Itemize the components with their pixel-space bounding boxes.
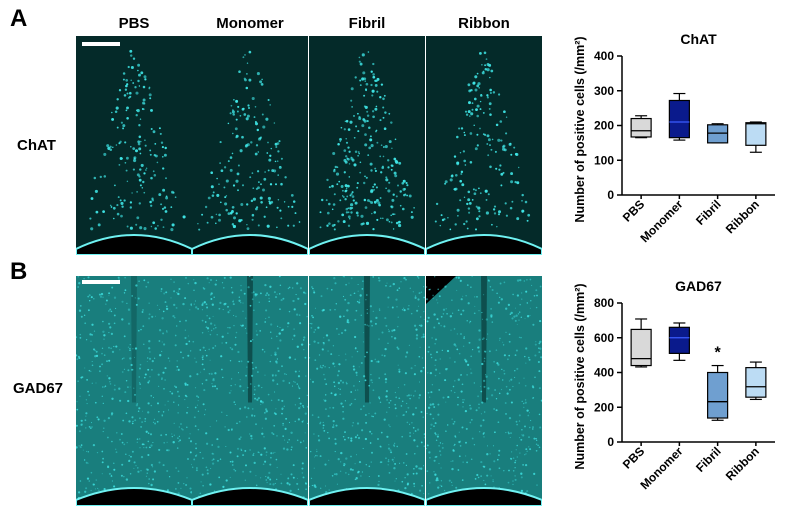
box-gad67-ribbon <box>745 361 767 401</box>
micrograph-chat-ribbon <box>426 36 542 255</box>
box-iqr <box>707 371 729 419</box>
box-chat-monomer <box>668 92 690 141</box>
micrograph-gad-pbs <box>76 276 192 506</box>
micrograph-gad-fibril <box>309 276 425 506</box>
x-tick-label: PBS <box>620 444 647 471</box>
y-tick-label: 800 <box>594 296 614 310</box>
gad67-boxplot: GAD67 Number of positive cells (/mm²) 0 200… <box>573 278 775 492</box>
box-gad67-monomer <box>668 322 690 361</box>
box-gad67-pbs <box>630 318 652 368</box>
column-header-fibril: Fibril <box>348 15 386 32</box>
box-iqr <box>745 122 767 146</box>
box-iqr <box>668 326 690 354</box>
box-iqr <box>630 117 652 138</box>
y-axis-label: Number of positive cells (/mm²) <box>573 283 587 469</box>
y-tick-label: 400 <box>594 366 614 380</box>
row-label-gad67: GAD67 <box>13 380 64 397</box>
chart-title: GAD67 <box>675 278 722 294</box>
y-tick-label: 200 <box>594 119 614 133</box>
y-tick-label: 300 <box>594 84 614 98</box>
panel-letter-b: B <box>10 258 28 285</box>
x-tick-label: Ribbon <box>723 197 762 236</box>
box-iqr <box>745 367 767 398</box>
box-iqr <box>668 99 690 139</box>
y-tick-label: 200 <box>594 400 614 414</box>
micrograph-chat-pbs <box>76 36 192 255</box>
chart-title: ChAT <box>680 31 717 47</box>
panel-letter-a: A <box>10 5 28 32</box>
x-tick-label: Fibril <box>693 197 724 228</box>
micrograph-gad-ribbon <box>426 276 542 506</box>
y-tick-label: 0 <box>607 435 614 449</box>
box-chat-fibril <box>707 123 729 144</box>
scale-bar <box>82 42 120 46</box>
column-header-pbs: PBS <box>118 15 150 32</box>
box-gad67-fibril <box>707 364 729 421</box>
scale-bar <box>82 280 120 284</box>
column-header-ribbon: Ribbon <box>458 15 510 32</box>
micrograph-chat-monomer <box>192 36 308 255</box>
box-chat-pbs <box>630 115 652 139</box>
column-header-monomer: Monomer <box>216 15 284 32</box>
y-tick-label: 100 <box>594 153 614 167</box>
y-tick-label: 400 <box>594 49 614 63</box>
y-tick-label: 600 <box>594 331 614 345</box>
x-tick-label: PBS <box>620 197 647 224</box>
chat-boxplot: ChAT Number of positive cells (/mm²) 0 100 2… <box>573 31 775 245</box>
x-tick-label: Ribbon <box>723 444 762 483</box>
x-tick-label: Monomer <box>637 444 685 492</box>
micrograph-chat-fibril <box>309 36 425 255</box>
significance-marker: * <box>715 345 722 362</box>
y-tick-label: 0 <box>607 188 614 202</box>
micrograph-gad-monomer <box>192 276 308 506</box>
y-axis-label: Number of positive cells (/mm²) <box>573 36 587 222</box>
box-iqr <box>707 124 729 144</box>
x-tick-label: Monomer <box>637 197 685 245</box>
box-iqr <box>630 328 652 367</box>
row-label-chat: ChAT <box>17 137 56 154</box>
x-tick-label: Fibril <box>693 444 724 475</box>
box-chat-ribbon <box>745 121 767 153</box>
